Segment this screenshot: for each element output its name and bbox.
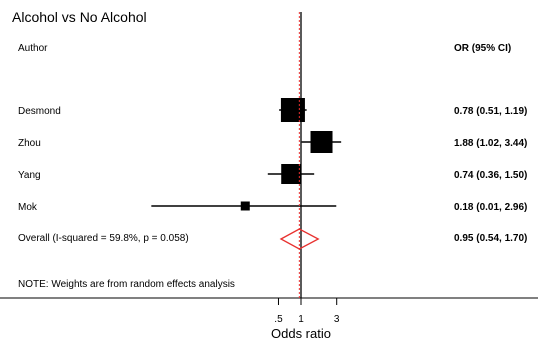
note-text: NOTE: Weights are from random effects an… [18, 279, 235, 290]
study-estimate: 0.18 (0.01, 2.96) [454, 202, 527, 213]
study-label: Zhou [18, 138, 41, 149]
x-tick-label: .5 [274, 314, 283, 325]
author-header: Author [18, 43, 48, 54]
study-estimate: 0.74 (0.36, 1.50) [454, 170, 527, 181]
x-tick-label: 3 [334, 314, 340, 325]
study-row: Yang 0.74 (0.36, 1.50) [18, 164, 527, 184]
study-rows: Desmond 0.78 (0.51, 1.19) Zhou 1.88 (1.02, … [18, 98, 527, 213]
x-axis-ticks: .5 1 3 [274, 298, 340, 325]
overall-label: Overall (I-squared = 59.8%, p = 0.058) [18, 233, 189, 244]
study-label: Mok [18, 202, 38, 213]
study-label: Desmond [18, 106, 61, 117]
study-row: Mok 0.18 (0.01, 2.96) [18, 201, 527, 213]
weight-marker [240, 201, 250, 211]
weight-marker [281, 164, 302, 184]
chart-title: Alcohol vs No Alcohol [12, 9, 147, 25]
study-estimate: 0.78 (0.51, 1.19) [454, 106, 527, 117]
study-row: Zhou 1.88 (1.02, 3.44) [18, 131, 527, 153]
study-row: Desmond 0.78 (0.51, 1.19) [18, 98, 527, 122]
study-estimate: 1.88 (1.02, 3.44) [454, 138, 527, 149]
x-tick-label: 1 [298, 314, 304, 325]
study-label: Yang [18, 170, 41, 181]
weight-marker [310, 131, 333, 153]
overall-estimate: 0.95 (0.54, 1.70) [454, 233, 527, 244]
overall-diamond [279, 228, 320, 250]
x-axis-label: Odds ratio [271, 326, 331, 341]
or-header: OR (95% CI) [454, 43, 511, 54]
